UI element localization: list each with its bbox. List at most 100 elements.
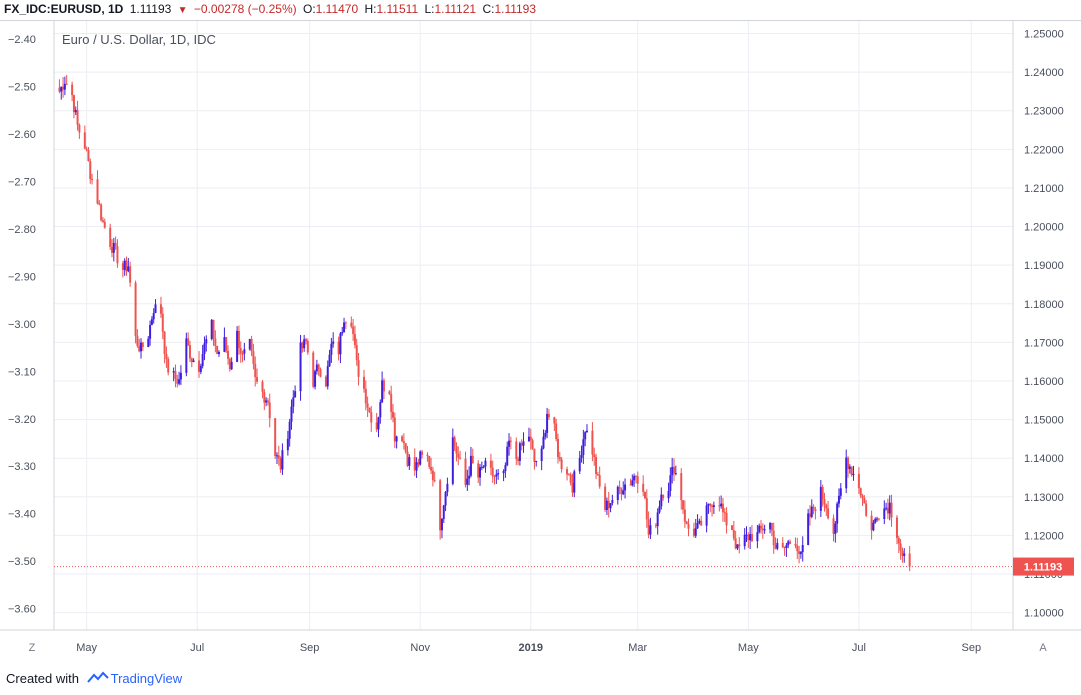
candle-body bbox=[176, 378, 179, 384]
candle-body bbox=[455, 446, 458, 454]
candle-body bbox=[379, 402, 382, 418]
candle-body bbox=[859, 488, 862, 496]
time-axis[interactable]: May Jul Sep Nov 2019 Mar May Jul Sep bbox=[76, 642, 981, 654]
candle-body bbox=[876, 518, 879, 520]
candle-body bbox=[642, 483, 645, 493]
candle-body bbox=[747, 534, 750, 541]
candle-body bbox=[357, 360, 360, 377]
candle-body bbox=[518, 443, 521, 461]
candle-body bbox=[504, 465, 507, 472]
candle-body bbox=[96, 179, 99, 204]
time-tick-label: Jul bbox=[852, 642, 866, 654]
time-tick-label: Jul bbox=[190, 642, 204, 654]
candle-body bbox=[382, 380, 385, 392]
tradingview-link[interactable]: TradingView bbox=[110, 671, 183, 686]
candle-body bbox=[711, 505, 714, 508]
candle-body bbox=[190, 358, 193, 363]
candle-body bbox=[116, 246, 119, 264]
candle-body bbox=[306, 341, 309, 353]
candle-body bbox=[426, 454, 429, 457]
candle-body bbox=[459, 457, 462, 459]
candle-body bbox=[74, 110, 77, 113]
candle-body bbox=[444, 492, 447, 506]
left-axis[interactable]: −2.40 −2.50 −2.60 −2.70 −2.80 −2.90 −3.00 −3.10… bbox=[8, 34, 36, 616]
candle-body bbox=[736, 544, 739, 549]
price-chart[interactable]: Euro / U.S. Dollar, 1D, IDC −2.40−2.50−2… bbox=[0, 20, 1081, 664]
left-tick-label: −2.40 bbox=[8, 34, 36, 46]
candle-body bbox=[294, 391, 297, 398]
candle-body bbox=[897, 537, 900, 544]
candle-body bbox=[141, 342, 144, 348]
right-tick-label: 1.15000 bbox=[1024, 415, 1064, 427]
candle-body bbox=[886, 507, 889, 514]
candle-body bbox=[569, 474, 572, 483]
candle-body bbox=[428, 456, 431, 467]
candle-body bbox=[823, 499, 826, 505]
candle-body bbox=[188, 345, 191, 359]
candle-body bbox=[832, 518, 835, 534]
candle-body bbox=[531, 440, 534, 449]
auto-scale-button[interactable]: A bbox=[1033, 637, 1053, 655]
candle-body bbox=[236, 330, 239, 362]
pane-title: Euro / U.S. Dollar, 1D, IDC bbox=[62, 32, 216, 47]
candle-body bbox=[634, 476, 637, 478]
candle-body bbox=[734, 538, 737, 549]
candle-body bbox=[395, 436, 398, 442]
right-axis[interactable]: 1.25000 1.24000 1.23000 1.22000 1.21000 1.200… bbox=[1024, 29, 1064, 620]
candle-body bbox=[556, 439, 559, 458]
candle-body bbox=[819, 486, 822, 511]
time-tick-label: 2019 bbox=[519, 642, 543, 654]
a-label: A bbox=[1039, 642, 1047, 654]
candle-body bbox=[890, 502, 893, 518]
symbol-label[interactable]: FX_IDC:EURUSD, 1D bbox=[4, 2, 124, 16]
candle-body bbox=[103, 221, 106, 228]
candle-body bbox=[392, 411, 395, 418]
candle-body bbox=[497, 473, 500, 475]
candle-body bbox=[527, 436, 530, 442]
candle-body bbox=[834, 523, 837, 534]
scale-mode-z-button[interactable]: Z bbox=[22, 637, 42, 655]
candle-body bbox=[421, 451, 424, 455]
candle-body bbox=[167, 358, 170, 373]
candle-body bbox=[109, 227, 112, 247]
candle-body bbox=[286, 438, 289, 451]
candle-body bbox=[669, 475, 672, 491]
candle-body bbox=[85, 148, 88, 151]
candle-body bbox=[413, 457, 416, 471]
candle-body bbox=[402, 441, 405, 444]
candle-body bbox=[58, 87, 61, 92]
candle-body bbox=[591, 430, 594, 455]
tradingview-logo-icon bbox=[86, 665, 109, 695]
candle-body bbox=[578, 457, 581, 472]
candle-body bbox=[850, 466, 853, 476]
close-value: 1.11193 bbox=[494, 2, 537, 16]
close-label: C: bbox=[482, 2, 495, 16]
candle-body bbox=[125, 260, 128, 272]
candle-body bbox=[908, 553, 911, 567]
candle-body bbox=[165, 354, 168, 359]
candle-body bbox=[821, 486, 824, 500]
right-tick-label: 1.22000 bbox=[1024, 144, 1064, 156]
candle-body bbox=[700, 520, 703, 526]
left-tick-label: −3.40 bbox=[8, 509, 36, 521]
candle-body bbox=[301, 342, 304, 349]
candle-body bbox=[453, 437, 456, 447]
left-tick-label: −2.90 bbox=[8, 271, 36, 283]
candle-body bbox=[585, 430, 588, 433]
candle-body bbox=[598, 475, 601, 487]
candle-body bbox=[772, 530, 775, 546]
candle-body bbox=[198, 360, 201, 372]
candle-body bbox=[774, 545, 777, 549]
candle-body bbox=[377, 417, 380, 430]
candle-body bbox=[65, 83, 68, 85]
candle-body bbox=[667, 490, 670, 499]
candle-body bbox=[76, 110, 79, 125]
candle-body bbox=[477, 463, 480, 478]
candle-body bbox=[304, 339, 307, 342]
candle-body bbox=[798, 551, 801, 555]
candle-body bbox=[808, 513, 811, 517]
candle-body bbox=[547, 413, 550, 418]
candle-body bbox=[865, 503, 868, 516]
candle-body bbox=[863, 497, 866, 504]
last-price: 1.11193 bbox=[129, 2, 172, 16]
